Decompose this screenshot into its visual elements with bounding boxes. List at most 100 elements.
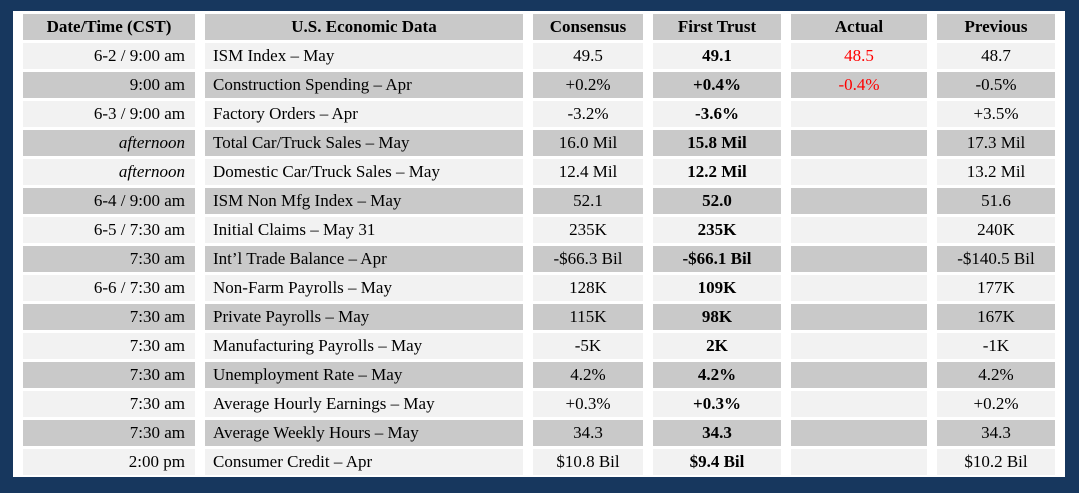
cell-actual <box>791 304 927 330</box>
cell-previous: 177K <box>937 275 1055 301</box>
cell-event: Factory Orders – Apr <box>205 101 523 127</box>
cell-datetime: 6-4 / 9:00 am <box>23 188 195 214</box>
cell-consensus: 12.4 Mil <box>533 159 643 185</box>
cell-datetime: 7:30 am <box>23 304 195 330</box>
cell-actual <box>791 275 927 301</box>
cell-event: Non-Farm Payrolls – May <box>205 275 523 301</box>
economic-data-table: Date/Time (CST) U.S. Economic Data Consens… <box>13 11 1065 477</box>
cell-consensus: 128K <box>533 275 643 301</box>
cell-previous: 34.3 <box>937 420 1055 446</box>
cell-previous: +0.2% <box>937 391 1055 417</box>
column-header-previous: Previous <box>937 14 1055 40</box>
cell-consensus: 52.1 <box>533 188 643 214</box>
cell-first_trust: 34.3 <box>653 420 781 446</box>
cell-actual: 48.5 <box>791 43 927 69</box>
cell-actual <box>791 101 927 127</box>
cell-event: Average Hourly Earnings – May <box>205 391 523 417</box>
cell-event: Unemployment Rate – May <box>205 362 523 388</box>
cell-datetime: 9:00 am <box>23 72 195 98</box>
cell-consensus: 235K <box>533 217 643 243</box>
cell-consensus: -5K <box>533 333 643 359</box>
cell-first_trust: 49.1 <box>653 43 781 69</box>
table-row: 7:30 am Private Payrolls – May 115K 98K 167K <box>23 304 1055 330</box>
cell-previous: $10.2 Bil <box>937 449 1055 475</box>
cell-datetime: 7:30 am <box>23 420 195 446</box>
cell-datetime: afternoon <box>23 159 195 185</box>
cell-consensus: 115K <box>533 304 643 330</box>
cell-first_trust: $9.4 Bil <box>653 449 781 475</box>
table-row: afternoon Domestic Car/Truck Sales – May 1… <box>23 159 1055 185</box>
cell-actual <box>791 449 927 475</box>
cell-consensus: 16.0 Mil <box>533 130 643 156</box>
cell-event: Total Car/Truck Sales – May <box>205 130 523 156</box>
cell-datetime: 6-5 / 7:30 am <box>23 217 195 243</box>
cell-first_trust: +0.4% <box>653 72 781 98</box>
cell-datetime: 7:30 am <box>23 362 195 388</box>
column-header-event: U.S. Economic Data <box>205 14 523 40</box>
cell-event: Consumer Credit – Apr <box>205 449 523 475</box>
table-row: 7:30 am Unemployment Rate – May 4.2% 4.2% 4.… <box>23 362 1055 388</box>
cell-first_trust: 235K <box>653 217 781 243</box>
table-row: afternoon Total Car/Truck Sales – May 16.0… <box>23 130 1055 156</box>
cell-first_trust: 98K <box>653 304 781 330</box>
cell-actual <box>791 159 927 185</box>
cell-actual <box>791 217 927 243</box>
cell-previous: 167K <box>937 304 1055 330</box>
table-row: 9:00 am Construction Spending – Apr +0.2% +… <box>23 72 1055 98</box>
cell-event: ISM Non Mfg Index – May <box>205 188 523 214</box>
table-row: 6-3 / 9:00 am Factory Orders – Apr -3.2% -3… <box>23 101 1055 127</box>
cell-first_trust: -$66.1 Bil <box>653 246 781 272</box>
cell-previous: 48.7 <box>937 43 1055 69</box>
table-row: 6-6 / 7:30 am Non-Farm Payrolls – May 128K… <box>23 275 1055 301</box>
cell-event: Average Weekly Hours – May <box>205 420 523 446</box>
column-header-datetime: Date/Time (CST) <box>23 14 195 40</box>
cell-datetime: 6-3 / 9:00 am <box>23 101 195 127</box>
cell-actual <box>791 130 927 156</box>
cell-datetime: 6-2 / 9:00 am <box>23 43 195 69</box>
cell-consensus: +0.2% <box>533 72 643 98</box>
cell-datetime: afternoon <box>23 130 195 156</box>
cell-consensus: 34.3 <box>533 420 643 446</box>
table-row: 6-2 / 9:00 am ISM Index – May 49.5 49.1 48.5… <box>23 43 1055 69</box>
cell-actual <box>791 362 927 388</box>
cell-event: Domestic Car/Truck Sales – May <box>205 159 523 185</box>
cell-first_trust: 52.0 <box>653 188 781 214</box>
table-row: 7:30 am Average Weekly Hours – May 34.3 34.… <box>23 420 1055 446</box>
table-row: 7:30 am Average Hourly Earnings – May +0.3… <box>23 391 1055 417</box>
cell-first_trust: -3.6% <box>653 101 781 127</box>
table-row: 6-5 / 7:30 am Initial Claims – May 31 235K… <box>23 217 1055 243</box>
cell-previous: 13.2 Mil <box>937 159 1055 185</box>
column-header-consensus: Consensus <box>533 14 643 40</box>
cell-first_trust: +0.3% <box>653 391 781 417</box>
cell-first_trust: 12.2 Mil <box>653 159 781 185</box>
cell-consensus: -$66.3 Bil <box>533 246 643 272</box>
table-row: 6-4 / 9:00 am ISM Non Mfg Index – May 52.1… <box>23 188 1055 214</box>
column-header-actual: Actual <box>791 14 927 40</box>
table-row: 7:30 am Int’l Trade Balance – Apr -$66.3 B… <box>23 246 1055 272</box>
table-row: 7:30 am Manufacturing Payrolls – May -5K 2K… <box>23 333 1055 359</box>
cell-datetime: 7:30 am <box>23 391 195 417</box>
cell-datetime: 7:30 am <box>23 333 195 359</box>
cell-actual <box>791 188 927 214</box>
cell-event: Int’l Trade Balance – Apr <box>205 246 523 272</box>
cell-previous: 17.3 Mil <box>937 130 1055 156</box>
cell-consensus: -3.2% <box>533 101 643 127</box>
cell-previous: 240K <box>937 217 1055 243</box>
cell-consensus: $10.8 Bil <box>533 449 643 475</box>
header-row: Date/Time (CST) U.S. Economic Data Consens… <box>23 14 1055 40</box>
cell-consensus: 4.2% <box>533 362 643 388</box>
table-inner-background: Date/Time (CST) U.S. Economic Data Consens… <box>13 11 1065 477</box>
cell-datetime: 2:00 pm <box>23 449 195 475</box>
cell-event: Construction Spending – Apr <box>205 72 523 98</box>
cell-actual <box>791 420 927 446</box>
cell-previous: -1K <box>937 333 1055 359</box>
cell-first_trust: 2K <box>653 333 781 359</box>
cell-previous: +3.5% <box>937 101 1055 127</box>
cell-event: Private Payrolls – May <box>205 304 523 330</box>
cell-previous: 4.2% <box>937 362 1055 388</box>
cell-previous: 51.6 <box>937 188 1055 214</box>
cell-first_trust: 15.8 Mil <box>653 130 781 156</box>
cell-consensus: 49.5 <box>533 43 643 69</box>
cell-previous: -$140.5 Bil <box>937 246 1055 272</box>
